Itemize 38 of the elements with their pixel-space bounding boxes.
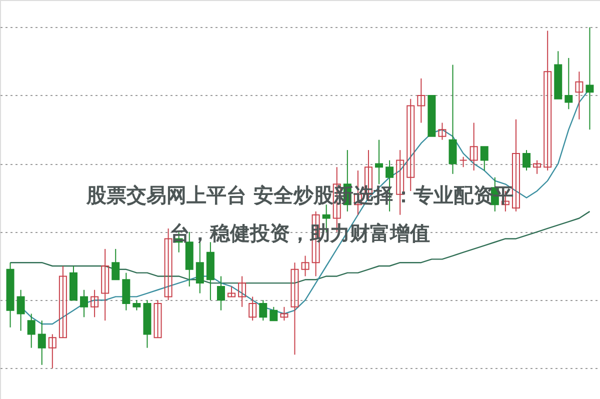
- candlestick: [375, 139, 384, 185]
- candlestick: [132, 300, 141, 311]
- candlestick: [438, 122, 446, 140]
- candlestick: [228, 286, 236, 298]
- candlestick: [122, 272, 130, 311]
- candlestick: [301, 255, 310, 277]
- candlestick: [290, 262, 299, 356]
- candlestick: [586, 26, 594, 130]
- candlestick: [112, 248, 120, 280]
- candlestick: [38, 320, 46, 366]
- candlestick: [27, 313, 36, 348]
- candlestick: [512, 118, 520, 212]
- candlestick: [154, 300, 162, 338]
- candlestick: [417, 78, 426, 124]
- candlestick: [196, 242, 204, 294]
- candlestick: [238, 276, 246, 308]
- candlestick: [522, 150, 531, 172]
- candlestick: [480, 146, 488, 172]
- candlestick: [575, 71, 584, 120]
- candlestick: [459, 156, 468, 168]
- candlestick: [470, 122, 478, 172]
- candlestick: [533, 160, 542, 174]
- candlestick: [259, 300, 268, 322]
- candlestick: [448, 64, 457, 174]
- candlestick: [406, 98, 415, 192]
- candlestick: [248, 296, 257, 322]
- candlestick: [564, 57, 573, 110]
- candlestick: [544, 30, 552, 172]
- candlestick: [164, 228, 172, 301]
- candlestick: [101, 248, 110, 322]
- candlestick: [280, 306, 288, 322]
- candlestick: [90, 289, 99, 318]
- candlestick: [58, 266, 67, 338]
- candlestick: [48, 334, 56, 369]
- candlestick: [216, 276, 225, 311]
- candlestick: [270, 306, 278, 322]
- candlestick: [16, 289, 25, 332]
- candlestick: [80, 289, 88, 318]
